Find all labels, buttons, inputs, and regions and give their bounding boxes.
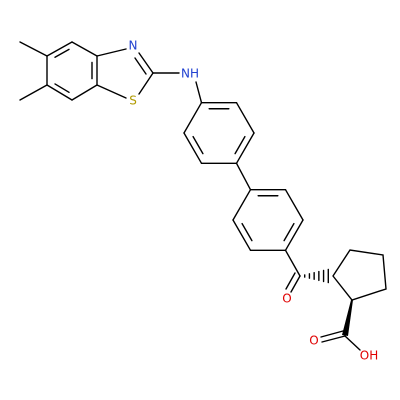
bond — [241, 222, 253, 242]
bond — [183, 132, 203, 165]
bond — [284, 219, 304, 252]
bond — [332, 249, 387, 301]
bond — [192, 135, 204, 155]
bond — [19, 41, 48, 57]
atom-label: S — [129, 94, 137, 108]
bond — [46, 84, 73, 101]
bond — [284, 188, 304, 221]
bond — [283, 222, 295, 242]
bond — [19, 84, 48, 101]
bond — [195, 81, 203, 104]
atom-label: O — [282, 292, 291, 306]
bond — [234, 135, 246, 155]
bond — [138, 72, 154, 95]
bond — [232, 188, 252, 221]
wedge-bond — [342, 300, 353, 336]
bond — [71, 84, 98, 101]
bond — [320, 330, 344, 338]
bond — [232, 219, 252, 252]
bond — [344, 335, 361, 351]
atom-label: NH — [181, 67, 199, 81]
bond — [46, 41, 73, 57]
bond — [235, 132, 255, 165]
atom-label: O — [309, 334, 318, 348]
bond — [134, 57, 147, 75]
bond — [96, 48, 127, 57]
bonds — [19, 41, 387, 351]
bond — [54, 48, 70, 58]
bond — [235, 162, 252, 191]
bond — [321, 335, 346, 343]
bond — [96, 84, 127, 99]
bond — [138, 52, 154, 74]
bond — [285, 272, 296, 290]
bond — [235, 101, 255, 134]
bond — [54, 83, 70, 94]
bond — [183, 101, 203, 134]
atom-label: N — [129, 39, 138, 53]
atom-label: OH — [360, 349, 378, 363]
bond — [290, 275, 301, 293]
bond — [71, 41, 98, 57]
bond — [284, 249, 301, 277]
